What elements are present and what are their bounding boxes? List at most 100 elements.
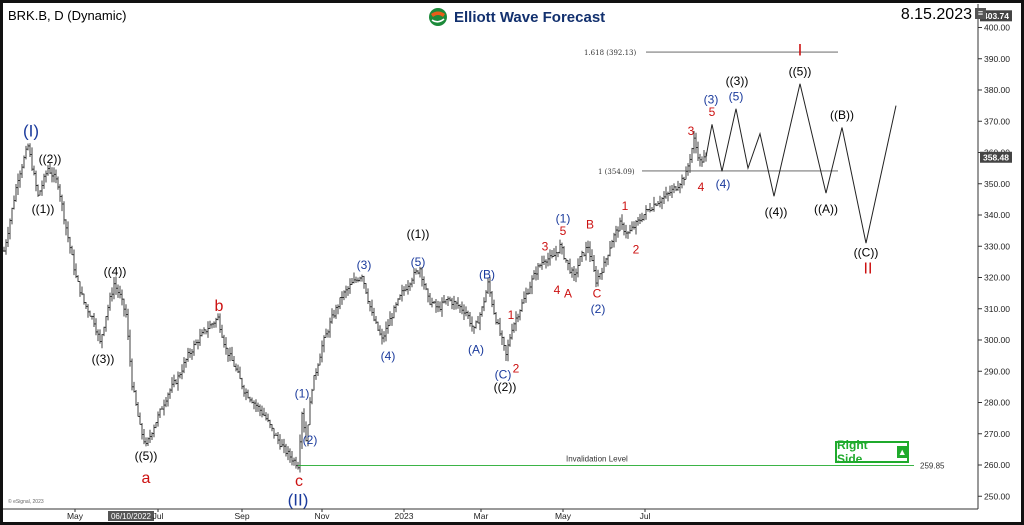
ohlc-bar bbox=[468, 312, 472, 327]
ohlc-bar bbox=[626, 231, 630, 239]
wave-label: ((2)) bbox=[494, 380, 517, 394]
ohlc-bar bbox=[202, 327, 206, 335]
ohlc-bar bbox=[156, 411, 160, 427]
x-tick-label: 06/10/2022 bbox=[111, 512, 152, 521]
ohlc-bar bbox=[8, 218, 12, 240]
ohlc-bar bbox=[566, 259, 570, 271]
ohlc-bar bbox=[406, 280, 410, 295]
ohlc-bar bbox=[684, 166, 688, 180]
ohlc-bar bbox=[182, 357, 186, 374]
wave-labels-layer: (I)((2))((1))((4))((3))((5))ab(1)(2)c(II… bbox=[23, 40, 878, 509]
ohlc-bar bbox=[276, 432, 280, 445]
ohlc-bar bbox=[112, 276, 116, 300]
ohlc-bar bbox=[90, 315, 94, 320]
ohlc-bar bbox=[224, 337, 228, 355]
ohlc-bar bbox=[132, 381, 136, 393]
y-tick-label: 390.00 bbox=[984, 54, 1010, 64]
ohlc-bar bbox=[292, 457, 296, 466]
ohlc-bar bbox=[368, 300, 372, 312]
wave-label: 3 bbox=[542, 239, 549, 253]
ohlc-bar bbox=[206, 321, 210, 338]
wave-label: ((4)) bbox=[765, 205, 788, 219]
ohlc-bar bbox=[344, 285, 348, 299]
ohlc-bar bbox=[374, 316, 378, 325]
ohlc-bar bbox=[574, 268, 578, 283]
y-tick: 380.00 bbox=[978, 85, 1010, 95]
ohlc-bar bbox=[462, 304, 466, 321]
ohlc-bar bbox=[672, 183, 676, 194]
wave-label: c bbox=[295, 473, 303, 490]
projection-line bbox=[705, 83, 897, 244]
ohlc-bar bbox=[546, 252, 550, 267]
ohlc-bar bbox=[92, 313, 96, 328]
wave-label: (A) bbox=[468, 343, 484, 357]
ohlc-bar bbox=[114, 276, 118, 295]
ohlc-bar bbox=[554, 245, 558, 261]
ohlc-bar bbox=[166, 392, 170, 407]
globe-icon bbox=[429, 8, 447, 26]
ohlc-bar bbox=[94, 318, 98, 336]
y-tick: 310.00 bbox=[978, 304, 1010, 314]
ohlc-bar bbox=[602, 256, 606, 273]
ohlc-bar bbox=[318, 353, 322, 366]
ohlc-bar bbox=[560, 242, 564, 255]
ohlc-bar bbox=[346, 286, 350, 296]
ticker-title: BRK.B, D (Dynamic) bbox=[8, 8, 127, 23]
wave-label: (5) bbox=[729, 89, 744, 103]
y-tick-label: 290.00 bbox=[984, 366, 1010, 376]
ohlc-bar bbox=[460, 301, 464, 315]
ohlc-bar bbox=[212, 321, 216, 328]
ohlc-bar bbox=[654, 203, 658, 207]
y-tick: 260.00 bbox=[978, 460, 1010, 470]
ohlc-bar bbox=[400, 284, 404, 302]
ohlc-bar bbox=[262, 407, 266, 417]
ohlc-bar bbox=[564, 258, 568, 263]
ohlc-bar bbox=[248, 396, 252, 403]
x-tick-label: Nov bbox=[314, 511, 330, 521]
right-side-badge: Right Side ▲ bbox=[835, 438, 909, 466]
wave-label: (3) bbox=[357, 258, 372, 272]
ohlc-bar bbox=[630, 221, 634, 232]
ohlc-bar bbox=[676, 180, 680, 191]
ohlc-bar bbox=[584, 241, 588, 261]
ohlc-bar bbox=[298, 434, 302, 473]
ohlc-bar bbox=[310, 388, 314, 405]
ohlc-bar bbox=[496, 319, 500, 325]
ohlc-bar bbox=[336, 304, 340, 315]
ohlc-bar bbox=[618, 217, 622, 232]
ohlc-bar bbox=[28, 143, 32, 157]
ohlc-bar bbox=[34, 170, 38, 192]
ohlc-bar bbox=[530, 275, 534, 295]
ohlc-bar bbox=[634, 220, 638, 235]
wave-label: (1) bbox=[295, 386, 310, 400]
ohlc-bar bbox=[600, 267, 604, 280]
ohlc-bar bbox=[376, 321, 380, 332]
ohlc-bar bbox=[286, 446, 290, 461]
ohlc-bar bbox=[636, 217, 640, 226]
ohlc-bar bbox=[386, 319, 390, 334]
ohlc-bar bbox=[30, 147, 34, 171]
ohlc-bar bbox=[396, 298, 400, 306]
ohlc-bar bbox=[320, 340, 324, 363]
y-tick-label: 310.00 bbox=[984, 304, 1010, 314]
ohlc-bar bbox=[476, 315, 480, 324]
settings-icon[interactable]: ≡ bbox=[975, 8, 986, 19]
wave-label: (C) bbox=[495, 368, 512, 382]
ohlc-bar bbox=[458, 304, 462, 314]
ohlc-bar bbox=[348, 278, 352, 294]
ohlc-bar bbox=[370, 299, 374, 316]
level-label: 1 (354.09) bbox=[598, 168, 635, 176]
wave-label: (I) bbox=[23, 122, 39, 141]
ohlc-bar bbox=[294, 456, 298, 469]
ohlc-bar bbox=[44, 170, 48, 183]
ohlc-bar bbox=[358, 276, 362, 282]
ohlc-bar bbox=[18, 170, 22, 188]
ohlc-bar bbox=[256, 402, 260, 412]
level-line: 1 (354.09) bbox=[598, 168, 838, 176]
wave-label: (2) bbox=[591, 302, 606, 316]
ohlc-bar bbox=[470, 316, 474, 332]
ohlc-bar bbox=[362, 275, 366, 289]
ohlc-bar bbox=[582, 252, 586, 257]
ohlc-bar bbox=[414, 268, 418, 275]
y-tick: 340.00 bbox=[978, 210, 1010, 220]
